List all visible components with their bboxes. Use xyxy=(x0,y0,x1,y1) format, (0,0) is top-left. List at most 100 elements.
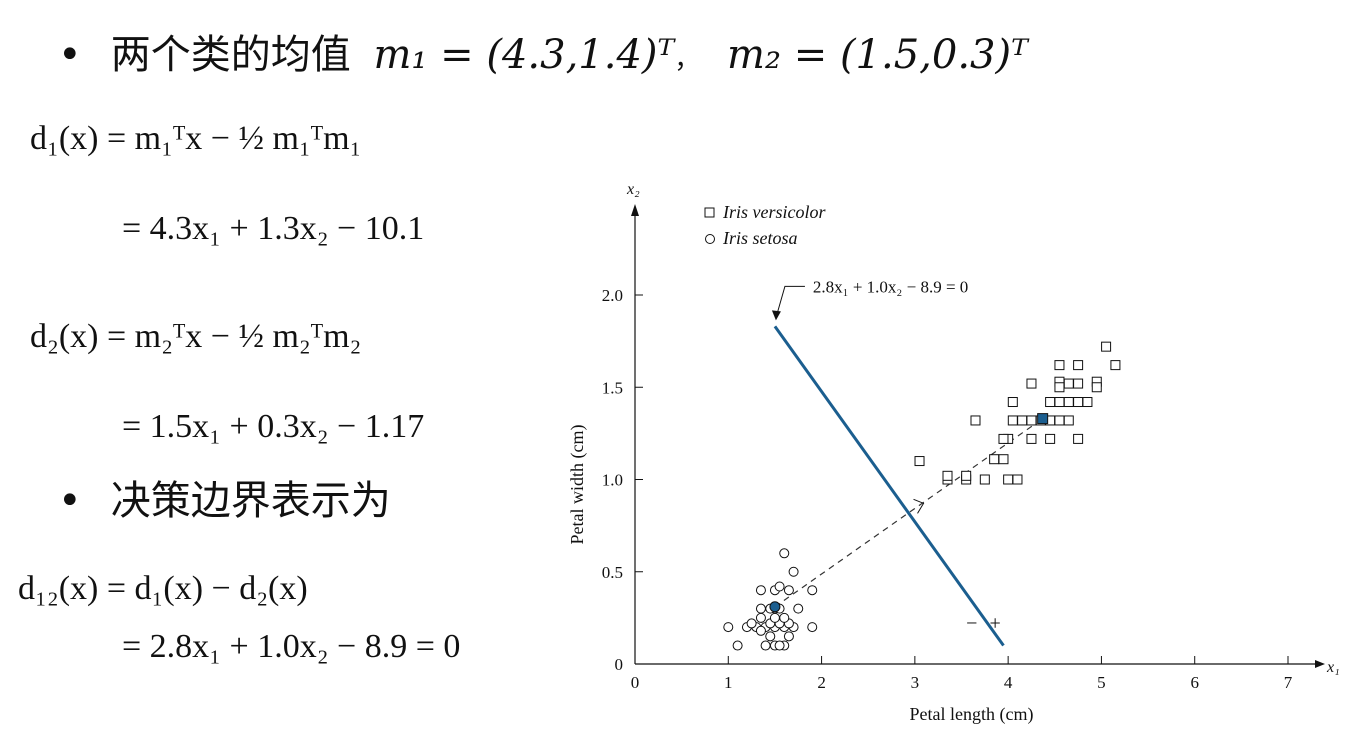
legend-marker-circle xyxy=(705,234,715,244)
versicolor-point xyxy=(1082,397,1093,408)
setosa-point xyxy=(755,603,766,614)
versicolor-point xyxy=(914,456,925,467)
versicolor-point xyxy=(998,433,1009,444)
boundary-label-leader xyxy=(776,285,805,315)
setosa-point xyxy=(779,548,790,559)
chart-labels: Petal length (cm) Petal width (cm) x₁ x₂ Iri… xyxy=(567,181,1340,725)
x-axis-label: Petal length (cm) xyxy=(910,704,1034,725)
versicolor-mean-point xyxy=(1037,413,1049,425)
boundary-line xyxy=(773,325,1005,647)
bullet-means-text: 两个类的均值 xyxy=(110,32,351,78)
versicolor-point xyxy=(1063,378,1074,389)
boundary-label-arrow xyxy=(771,310,781,321)
x-tick-label: 7 xyxy=(1284,673,1293,692)
mean-m2: m₂ = (1.5,0.3)ᵀ xyxy=(727,32,1028,78)
y-axis-symbol: x₂ xyxy=(626,181,640,198)
x-tick-label: 1 xyxy=(724,673,733,692)
plus-region-label: + xyxy=(989,612,1000,634)
versicolor-point xyxy=(998,454,1009,465)
versicolor-point xyxy=(1045,433,1056,444)
setosa-point xyxy=(723,622,734,633)
versicolor-point xyxy=(1026,415,1037,426)
setosa-point xyxy=(807,622,818,633)
legend-marker-square xyxy=(704,207,715,218)
x-tick-label: 0 xyxy=(631,673,640,692)
equation-d1-rhs-text: = 4.3x₁ + 1.3x₂ − 10.1 xyxy=(122,210,425,247)
x-tick-label: 4 xyxy=(1004,673,1013,692)
equation-d2-rhs-text: = 1.5x₁ + 0.3x₂ − 1.17 xyxy=(122,408,425,445)
versicolor-point xyxy=(1026,378,1037,389)
versicolor-point xyxy=(1091,382,1102,393)
y-tick-label: 1.0 xyxy=(602,471,623,490)
y-tick-label: 1.5 xyxy=(602,378,623,397)
versicolor-point xyxy=(1110,360,1121,371)
setosa-point xyxy=(779,612,790,623)
setosa-point xyxy=(807,585,818,596)
versicolor-point xyxy=(970,415,981,426)
versicolor-point xyxy=(1073,397,1084,408)
x-tick-label: 5 xyxy=(1097,673,1106,692)
versicolor-point xyxy=(1045,397,1056,408)
bullet-dot: • xyxy=(58,32,82,78)
setosa-point xyxy=(755,612,766,623)
legend-label: Iris versicolor xyxy=(722,202,826,222)
equation-d12-lhs-text: d₁₂(x) = d₁(x) − d₂(x) xyxy=(18,570,308,607)
versicolor-point xyxy=(1007,397,1018,408)
setosa-point xyxy=(755,625,766,636)
equation-d2-rhs: = 1.5x₁ + 0.3x₂ − 1.17 xyxy=(122,408,424,446)
y-tick-label: 2.0 xyxy=(602,286,623,305)
bullet-boundary-text: 决策边界表示为 xyxy=(110,478,391,524)
versicolor-point xyxy=(1073,360,1084,371)
x-tick-label: 6 xyxy=(1190,673,1199,692)
versicolor-point xyxy=(1063,415,1074,426)
versicolor-point xyxy=(989,454,1000,465)
setosa-point xyxy=(760,640,771,651)
versicolor-point xyxy=(1054,382,1065,393)
right-angle-marker xyxy=(913,498,925,514)
versicolor-point xyxy=(1012,474,1023,485)
y-axis-arrow xyxy=(631,204,639,216)
setosa-point xyxy=(788,566,799,577)
versicolor-point xyxy=(1017,415,1028,426)
mean-m1: m₁ = (4.3,1.4)ᵀ xyxy=(373,32,675,78)
setosa-point xyxy=(732,640,743,651)
versicolor-point xyxy=(1073,378,1084,389)
versicolor-point xyxy=(942,470,953,481)
versicolor-point xyxy=(1026,433,1037,444)
legend-label: Iris setosa xyxy=(722,228,798,248)
versicolor-point xyxy=(961,470,972,481)
equation-d12-rhs-text: = 2.8x₁ + 1.0x₂ − 8.9 = 0 xyxy=(122,628,461,665)
boundary-equation-label: 2.8x₁ + 1.0x₂ − 8.9 = 0 xyxy=(813,277,968,296)
equation-d2-lhs-text: d₂(x) = m₂ᵀx − ½ m₂ᵀm₂ xyxy=(30,318,362,355)
versicolor-point xyxy=(1054,415,1065,426)
chart-axes: 0 1 2 3 4 5 6 7 0 0.5 1.0 1.5 2.0 xyxy=(602,204,1325,692)
decision-boundary xyxy=(773,325,1044,647)
x-axis-arrow xyxy=(1315,660,1325,668)
versicolor-point xyxy=(979,474,990,485)
chart-points xyxy=(723,341,1121,651)
setosa-point xyxy=(746,618,757,629)
equation-d12-lhs: d₁₂(x) = d₁(x) − d₂(x) xyxy=(18,570,308,608)
y-tick-label: 0.5 xyxy=(602,563,623,582)
setosa-point xyxy=(793,603,804,614)
bullet-dot: • xyxy=(58,478,82,524)
x-tick-label: 3 xyxy=(911,673,920,692)
setosa-point xyxy=(783,631,794,642)
versicolor-point xyxy=(1054,360,1065,371)
setosa-point xyxy=(774,581,785,592)
bullet-means: • 两个类的均值 m₁ = (4.3,1.4)ᵀ， m₂ = (1.5,0.3)… xyxy=(58,22,1028,80)
setosa-point xyxy=(765,631,776,642)
minus-region-label: − xyxy=(966,612,977,634)
iris-scatter-chart: 0 1 2 3 4 5 6 700.51.01.52.0 Petal length (cm)P… xyxy=(567,181,1340,725)
equation-d1-rhs: = 4.3x₁ + 1.3x₂ − 10.1 xyxy=(122,210,424,248)
setosa-point xyxy=(755,585,766,596)
y-tick-label: 0 xyxy=(615,655,624,674)
versicolor-point xyxy=(1007,415,1018,426)
versicolor-point xyxy=(1073,433,1084,444)
equation-d2-lhs: d₂(x) = m₂ᵀx − ½ m₂ᵀm₂ xyxy=(30,318,361,356)
setosa-point xyxy=(783,585,794,596)
equation-d1-lhs: d₁(x) = m₁ᵀx − ½ m₁ᵀm₁ xyxy=(30,120,361,158)
versicolor-point xyxy=(1063,397,1074,408)
bullet-boundary: • 决策边界表示为 xyxy=(58,468,391,526)
equation-d1-lhs-text: d₁(x) = m₁ᵀx − ½ m₁ᵀm₁ xyxy=(30,120,362,157)
